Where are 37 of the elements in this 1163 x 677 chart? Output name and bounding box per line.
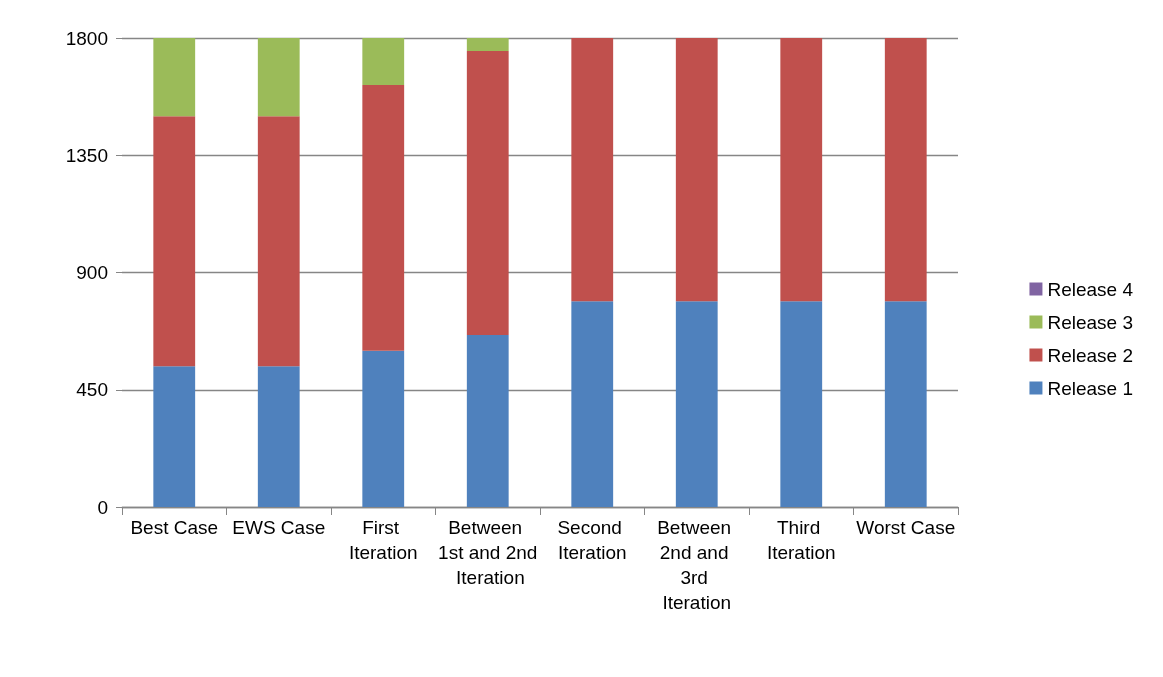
bar xyxy=(884,301,927,507)
y-tick-label: 450 xyxy=(76,379,108,401)
bar xyxy=(257,366,300,507)
x-tick-label: Between 1st and 2nd Iteration xyxy=(438,517,538,588)
x-tick-label: EWS Case xyxy=(232,517,326,538)
bar xyxy=(571,38,614,302)
x-tick-label: Third Iteration xyxy=(766,517,836,563)
bar xyxy=(362,84,405,351)
bar xyxy=(257,116,300,367)
x-tick-label: Between 2nd and 3rd Iteration xyxy=(657,517,737,613)
bar xyxy=(153,38,196,117)
y-tick-label: 1800 xyxy=(65,27,108,49)
legend-label: Release 3 xyxy=(1047,311,1134,333)
bar xyxy=(153,116,196,367)
bar xyxy=(466,51,509,336)
bar xyxy=(675,38,718,302)
bar xyxy=(466,335,509,507)
y-tick-label: 0 xyxy=(97,496,108,518)
bar xyxy=(257,38,300,117)
bar xyxy=(884,38,927,302)
x-tick-label: Best Case xyxy=(130,517,219,538)
bar xyxy=(466,38,509,52)
bar xyxy=(362,38,405,85)
y-tick-label: 1350 xyxy=(65,144,108,166)
bar xyxy=(571,301,614,507)
y-tick-label: 900 xyxy=(76,262,108,283)
legend-label: Release 4 xyxy=(1047,278,1134,300)
bar xyxy=(362,350,405,507)
bar xyxy=(780,301,823,507)
x-tick-label: Second Iteration xyxy=(557,517,628,563)
bar xyxy=(153,366,196,507)
bar xyxy=(780,38,823,302)
x-tick-label: First Iteration xyxy=(348,517,418,563)
legend-label: Release 1 xyxy=(1047,377,1134,399)
legend-label: Release 2 xyxy=(1047,344,1134,366)
bar xyxy=(675,301,718,507)
x-tick-label: Worst Case xyxy=(856,517,956,538)
